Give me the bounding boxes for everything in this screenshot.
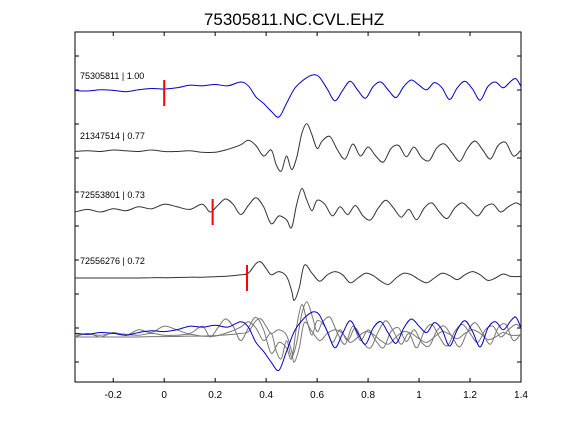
- x-axis-tick-labels: -0.2 0 0.2 0.4 0.6 0.8 1 1.2 1.4: [105, 390, 529, 401]
- x-tick-label: 0.4: [259, 390, 273, 401]
- trace-4-label: 72556276 | 0.72: [80, 256, 145, 266]
- stacked-trace: [74, 301, 522, 360]
- x-tick-label: 1.4: [514, 390, 528, 401]
- trace-label-group: 75305811 | 1.00 21347514 | 0.77 72553801 |…: [80, 71, 145, 266]
- trace-1-line: [74, 74, 522, 118]
- trace-2-line: [74, 123, 522, 172]
- trace-3-label: 72553801 | 0.73: [80, 190, 145, 200]
- axis-ticks: [75, 32, 522, 382]
- x-tick-label: 0.8: [361, 390, 375, 401]
- x-tick-label: 0.6: [310, 390, 324, 401]
- chart-title: 75305811.NC.CVL.EHZ: [204, 10, 384, 29]
- pick-markers-group: [163, 80, 249, 291]
- stacked-trace: [74, 304, 522, 360]
- trace-group: [74, 74, 522, 301]
- stacked-trace: [74, 318, 522, 363]
- trace-1-label: 75305811 | 1.00: [80, 71, 144, 81]
- stacked-trace: [74, 311, 522, 372]
- x-tick-label: 0.2: [208, 390, 222, 401]
- trace-4-line: [75, 261, 522, 301]
- trace-2-label: 21347514 | 0.77: [80, 131, 145, 141]
- x-tick-label: 1.2: [463, 390, 477, 401]
- x-tick-label: -0.2: [105, 390, 123, 401]
- x-tick-label: 0: [161, 390, 167, 401]
- trace-3-line: [74, 188, 522, 229]
- plot-frame: [74, 31, 522, 383]
- x-tick-label: 1: [416, 390, 422, 401]
- stacked-traces-group: [74, 301, 522, 372]
